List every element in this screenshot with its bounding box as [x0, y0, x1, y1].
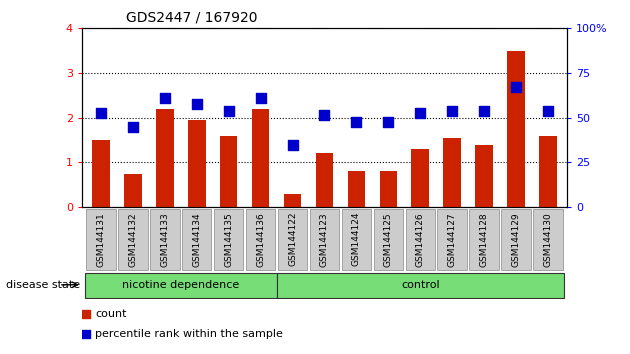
- Text: GSM144136: GSM144136: [256, 212, 265, 267]
- Text: GDS2447 / 167920: GDS2447 / 167920: [126, 11, 258, 25]
- Point: [287, 143, 297, 148]
- Point: [415, 110, 425, 116]
- Bar: [252, 109, 270, 207]
- Text: GSM144133: GSM144133: [161, 212, 169, 267]
- Point: [224, 108, 234, 114]
- FancyBboxPatch shape: [214, 210, 243, 270]
- FancyBboxPatch shape: [469, 210, 499, 270]
- Text: GSM144129: GSM144129: [512, 212, 520, 267]
- Point: [192, 102, 202, 107]
- Text: disease state: disease state: [6, 280, 81, 290]
- Bar: [124, 173, 142, 207]
- Text: GSM144131: GSM144131: [96, 212, 106, 267]
- FancyBboxPatch shape: [118, 210, 147, 270]
- Bar: [379, 171, 397, 207]
- FancyBboxPatch shape: [533, 210, 563, 270]
- Bar: [348, 171, 365, 207]
- Point: [81, 331, 91, 337]
- Bar: [220, 136, 238, 207]
- FancyBboxPatch shape: [150, 210, 180, 270]
- Text: count: count: [95, 309, 127, 319]
- Point: [96, 110, 106, 116]
- Point: [81, 311, 91, 316]
- Text: nicotine dependence: nicotine dependence: [122, 280, 239, 290]
- Bar: [284, 194, 301, 207]
- Point: [447, 108, 457, 114]
- FancyBboxPatch shape: [374, 210, 403, 270]
- Text: GSM144124: GSM144124: [352, 212, 361, 267]
- Bar: [92, 140, 110, 207]
- Point: [383, 119, 393, 125]
- Point: [128, 124, 138, 130]
- FancyBboxPatch shape: [85, 273, 277, 298]
- Bar: [539, 136, 557, 207]
- FancyBboxPatch shape: [182, 210, 212, 270]
- Text: control: control: [401, 280, 440, 290]
- Text: GSM144127: GSM144127: [447, 212, 457, 267]
- Text: GSM144128: GSM144128: [479, 212, 488, 267]
- Point: [319, 113, 329, 118]
- Bar: [507, 51, 525, 207]
- Text: GSM144126: GSM144126: [416, 212, 425, 267]
- Text: GSM144125: GSM144125: [384, 212, 392, 267]
- Text: GSM144132: GSM144132: [129, 212, 137, 267]
- FancyBboxPatch shape: [437, 210, 467, 270]
- FancyBboxPatch shape: [406, 210, 435, 270]
- Point: [256, 95, 266, 101]
- Text: GSM144122: GSM144122: [288, 212, 297, 267]
- FancyBboxPatch shape: [277, 273, 564, 298]
- FancyBboxPatch shape: [341, 210, 371, 270]
- Point: [352, 119, 362, 125]
- Text: GSM144134: GSM144134: [192, 212, 202, 267]
- FancyBboxPatch shape: [501, 210, 530, 270]
- Text: GSM144123: GSM144123: [320, 212, 329, 267]
- Point: [511, 85, 521, 90]
- Point: [479, 108, 489, 114]
- Bar: [188, 120, 205, 207]
- FancyBboxPatch shape: [278, 210, 307, 270]
- Point: [543, 108, 553, 114]
- FancyBboxPatch shape: [86, 210, 116, 270]
- Bar: [156, 109, 174, 207]
- Bar: [316, 154, 333, 207]
- Bar: [444, 138, 461, 207]
- Text: GSM144135: GSM144135: [224, 212, 233, 267]
- FancyBboxPatch shape: [310, 210, 339, 270]
- Bar: [411, 149, 429, 207]
- Text: percentile rank within the sample: percentile rank within the sample: [95, 329, 283, 339]
- FancyBboxPatch shape: [246, 210, 275, 270]
- Bar: [475, 144, 493, 207]
- Point: [160, 95, 170, 101]
- Text: GSM144130: GSM144130: [543, 212, 553, 267]
